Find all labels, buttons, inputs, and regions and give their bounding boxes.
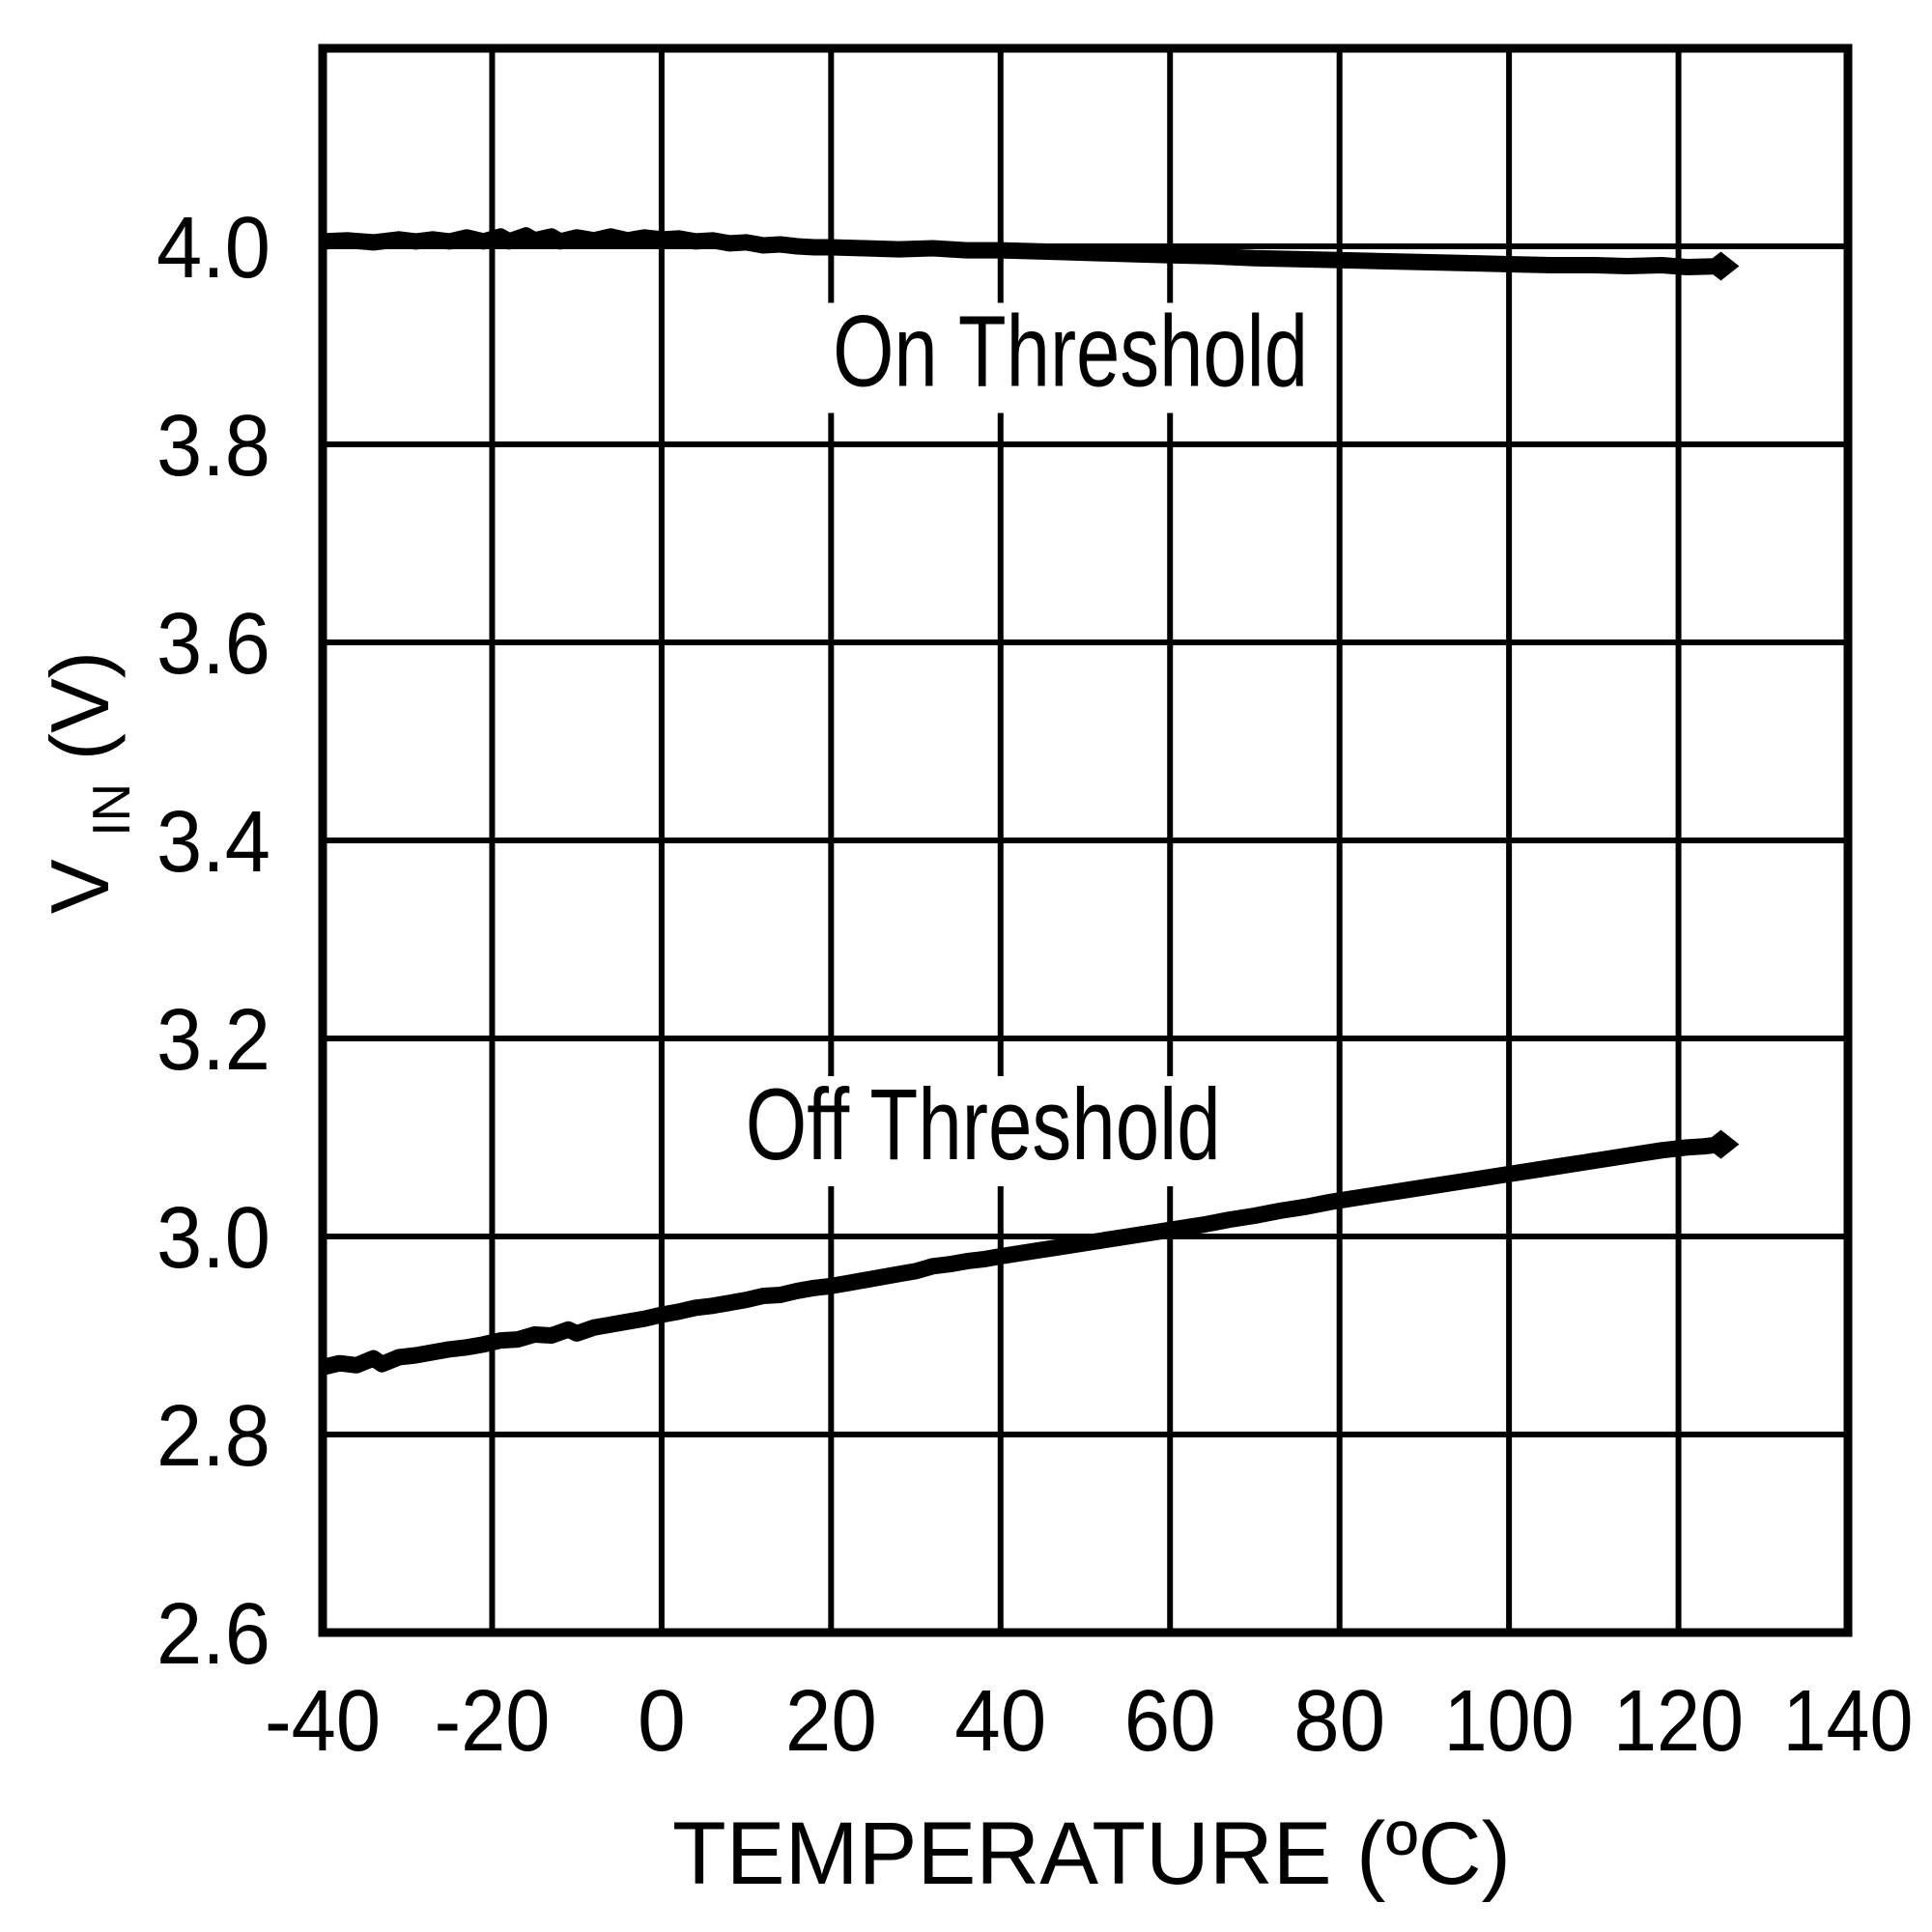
series-curves bbox=[321, 227, 1740, 1376]
x-tick-label: 20 bbox=[785, 1673, 877, 1770]
plot-border bbox=[318, 43, 1853, 1637]
y-axis-title-unit: (V) bbox=[35, 651, 127, 760]
y-axis-title: V IN (V) bbox=[35, 651, 148, 914]
y-tick-labels: 2.6 2.8 3.0 3.2 3.4 3.6 3.8 4.0 bbox=[156, 200, 270, 1683]
annotation-label: On Threshold bbox=[833, 296, 1308, 409]
x-axis-title: TEMPERATURE (ºC) bbox=[672, 1804, 1511, 1903]
series-end-diamond-marker bbox=[1702, 1129, 1740, 1159]
y-tick-label: 4.0 bbox=[156, 200, 270, 297]
x-tick-label: 120 bbox=[1613, 1673, 1744, 1770]
y-tick-label: 3.6 bbox=[156, 596, 270, 693]
plot-generated-layers: On Threshold Off Threshold -40 -20 0 20 40 60 80… bbox=[156, 43, 1914, 1770]
y-tick-label: 3.0 bbox=[156, 1190, 270, 1287]
annotation-label: Off Threshold bbox=[746, 1068, 1221, 1181]
x-tick-label: 60 bbox=[1124, 1673, 1216, 1770]
x-tick-label: 140 bbox=[1783, 1673, 1914, 1770]
gridlines bbox=[323, 48, 1848, 1633]
y-axis-title-subscript: IN bbox=[81, 783, 141, 837]
y-axis-title-main: V bbox=[35, 859, 127, 914]
series-line-off-threshold bbox=[321, 1136, 1722, 1376]
y-tick-label: 2.8 bbox=[156, 1388, 270, 1485]
annotation-background bbox=[819, 302, 1322, 413]
x-tick-label: -20 bbox=[434, 1673, 550, 1770]
x-tick-label: 40 bbox=[954, 1673, 1046, 1770]
y-tick-label: 3.8 bbox=[156, 398, 270, 495]
x-tick-label: 0 bbox=[638, 1673, 686, 1770]
annotation-background bbox=[731, 1076, 1235, 1187]
curve-annotations: On Threshold Off Threshold bbox=[731, 296, 1322, 1187]
y-tick-label: 3.2 bbox=[156, 992, 270, 1089]
x-tick-label: -40 bbox=[265, 1673, 381, 1770]
series-end-diamond-marker bbox=[1702, 251, 1740, 281]
x-tick-label: 100 bbox=[1444, 1673, 1575, 1770]
series-line-on-threshold bbox=[322, 227, 1721, 275]
x-tick-labels: -40 -20 0 20 40 60 80 100 120 140 bbox=[265, 1673, 1914, 1770]
y-tick-label: 3.4 bbox=[156, 794, 270, 891]
x-tick-label: 80 bbox=[1293, 1673, 1385, 1770]
y-tick-label: 2.6 bbox=[156, 1586, 270, 1683]
